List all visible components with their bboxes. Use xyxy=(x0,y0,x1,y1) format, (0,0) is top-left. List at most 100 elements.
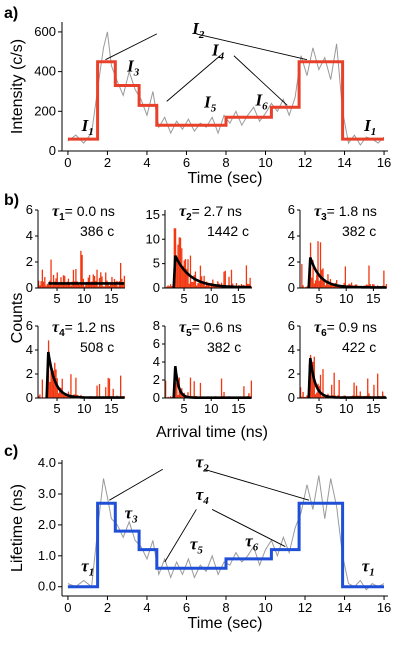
level-annotation-0: I1 xyxy=(81,116,94,138)
panel-label: c) xyxy=(4,443,18,460)
x-tick-label: 10 xyxy=(77,291,91,306)
annotation-symbol: I xyxy=(254,90,263,109)
y-tick-label: 4.0 xyxy=(38,455,56,470)
lifetime-label: τ2= 2.7 ns xyxy=(179,203,242,223)
y-tick-label: 2 xyxy=(26,254,33,269)
y-tick-label: 6 xyxy=(153,336,160,351)
level-annotation-5: I5 xyxy=(203,92,217,114)
annotation-symbol: τ xyxy=(125,504,133,523)
photon-count-label: 382 c xyxy=(342,223,376,239)
x-tick-label: 15 xyxy=(366,401,380,416)
y-tick-label: 10 xyxy=(146,231,160,246)
x-tick-label: 5 xyxy=(315,401,322,416)
x-tick-label: 10 xyxy=(339,291,353,306)
lifetime-value: = 0.0 ns xyxy=(65,203,115,219)
y-tick-label: 2 xyxy=(288,366,295,381)
annotation-subscript: 1 xyxy=(88,126,94,138)
pointer-line-2 xyxy=(166,55,221,102)
y-tick-label: 400 xyxy=(34,64,56,79)
tau-subscript: 3 xyxy=(321,212,327,223)
decay-fit-curve xyxy=(172,366,252,399)
annotation-symbol: τ xyxy=(245,532,253,551)
tau-symbol: τ xyxy=(179,203,187,220)
annotation-symbol: τ xyxy=(362,556,370,575)
y-tick-label: 6 xyxy=(26,318,33,333)
annotation-symbol: I xyxy=(81,116,90,135)
level-annotation-1: τ1 xyxy=(362,556,375,578)
level-step-line xyxy=(67,501,384,589)
panel-label: b) xyxy=(4,192,19,209)
tau-subscript: 1 xyxy=(59,212,65,223)
annotation-subscript: 4 xyxy=(202,495,209,507)
y-tick-label: 4 xyxy=(26,342,33,357)
pointer-line-3 xyxy=(211,509,286,547)
y-tick-label: 4 xyxy=(288,228,295,243)
photon-count-label: 386 c xyxy=(80,223,114,239)
y-tick-label: 4 xyxy=(288,342,295,357)
x-tick-label: 10 xyxy=(258,155,272,170)
lifetime-value: = 0.9 ns xyxy=(327,319,377,335)
x-tick-label: 5 xyxy=(180,291,187,306)
annotation-symbol: τ xyxy=(196,485,204,504)
y-tick-label: 5 xyxy=(153,256,160,271)
y-axis-title: Lifetime (ns) xyxy=(9,484,26,572)
lifetime-label: τ6= 0.9 ns xyxy=(314,319,377,339)
y-tick-label: 3.0 xyxy=(38,486,56,501)
annotation-subscript: 4 xyxy=(218,51,225,63)
y-tick-label: 2.0 xyxy=(38,517,56,532)
x-tick-label: 5 xyxy=(53,291,60,306)
pointer-line-1 xyxy=(204,468,310,501)
y-tick-label: 200 xyxy=(34,103,56,118)
pointer-line-3 xyxy=(233,55,288,106)
x-tick-label: 10 xyxy=(258,600,272,615)
tau-subscript: 4 xyxy=(59,328,65,339)
tau-symbol: τ xyxy=(314,203,322,220)
annotation-symbol: I xyxy=(203,92,212,111)
x-axis-title: Time (sec) xyxy=(188,170,263,187)
x-tick-label: 2 xyxy=(104,155,111,170)
x-tick-label: 10 xyxy=(204,401,218,416)
y-tick-label: 8 xyxy=(153,318,160,333)
y-tick-label: 2 xyxy=(26,366,33,381)
x-tick-label: 15 xyxy=(104,401,118,416)
y-tick-label: 0 xyxy=(26,280,33,295)
level-annotation-0: τ1 xyxy=(81,556,94,578)
x-tick-label: 12 xyxy=(298,155,312,170)
y-tick-label: 2 xyxy=(153,372,160,387)
y-tick-label: 6 xyxy=(288,318,295,333)
decay-fit-curve xyxy=(307,257,387,289)
raw-trace-line xyxy=(67,475,385,591)
level-annotation-5: τ5 xyxy=(190,535,204,557)
y-tick-label: 4 xyxy=(153,354,160,369)
annotation-symbol: I xyxy=(363,116,372,135)
lifetime-label: τ5= 0.6 ns xyxy=(179,319,242,339)
level-annotation-4: I4 xyxy=(211,41,225,63)
y-tick-label: 6 xyxy=(288,202,295,217)
x-tick-label: 5 xyxy=(180,401,187,416)
x-tick-label: 0 xyxy=(64,600,71,615)
lifetime-label: τ4= 1.2 ns xyxy=(52,319,115,339)
y-tick-label: 2 xyxy=(288,254,295,269)
y-tick-label: 0 xyxy=(288,280,295,295)
x-tick-label: 5 xyxy=(53,401,60,416)
pointer-line-0 xyxy=(109,468,163,501)
x-tick-label: 16 xyxy=(377,600,391,615)
annotation-subscript: 5 xyxy=(211,102,217,114)
lifetime-value: = 0.6 ns xyxy=(192,319,242,335)
x-tick-label: 8 xyxy=(222,155,229,170)
y-tick-label: 600 xyxy=(34,24,56,39)
annotation-symbol: I xyxy=(191,19,200,38)
y-tick-label: 4 xyxy=(26,228,33,243)
annotation-symbol: τ xyxy=(81,556,89,575)
y-tick-label: 15 xyxy=(146,207,160,222)
level-annotation-6: τ6 xyxy=(245,532,259,554)
annotation-symbol: I xyxy=(126,57,135,76)
x-tick-label: 4 xyxy=(143,155,150,170)
x-axis-title: Arrival time (ns) xyxy=(156,424,268,441)
